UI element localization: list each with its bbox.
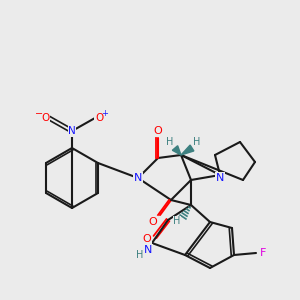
Text: N: N [216, 173, 224, 183]
Text: H: H [173, 216, 181, 226]
Text: N: N [144, 245, 152, 255]
Text: −: − [35, 109, 43, 119]
Text: H: H [136, 250, 144, 260]
Text: H: H [193, 137, 201, 147]
Text: N: N [68, 126, 76, 136]
Polygon shape [181, 145, 194, 155]
Polygon shape [172, 146, 181, 155]
Text: O: O [142, 234, 152, 244]
Text: O: O [148, 217, 158, 227]
Text: H: H [166, 137, 174, 147]
Text: N: N [134, 173, 142, 183]
Text: O: O [95, 113, 103, 123]
Text: F: F [260, 248, 266, 258]
Text: O: O [154, 126, 162, 136]
Text: O: O [41, 113, 49, 123]
Text: +: + [102, 110, 108, 118]
